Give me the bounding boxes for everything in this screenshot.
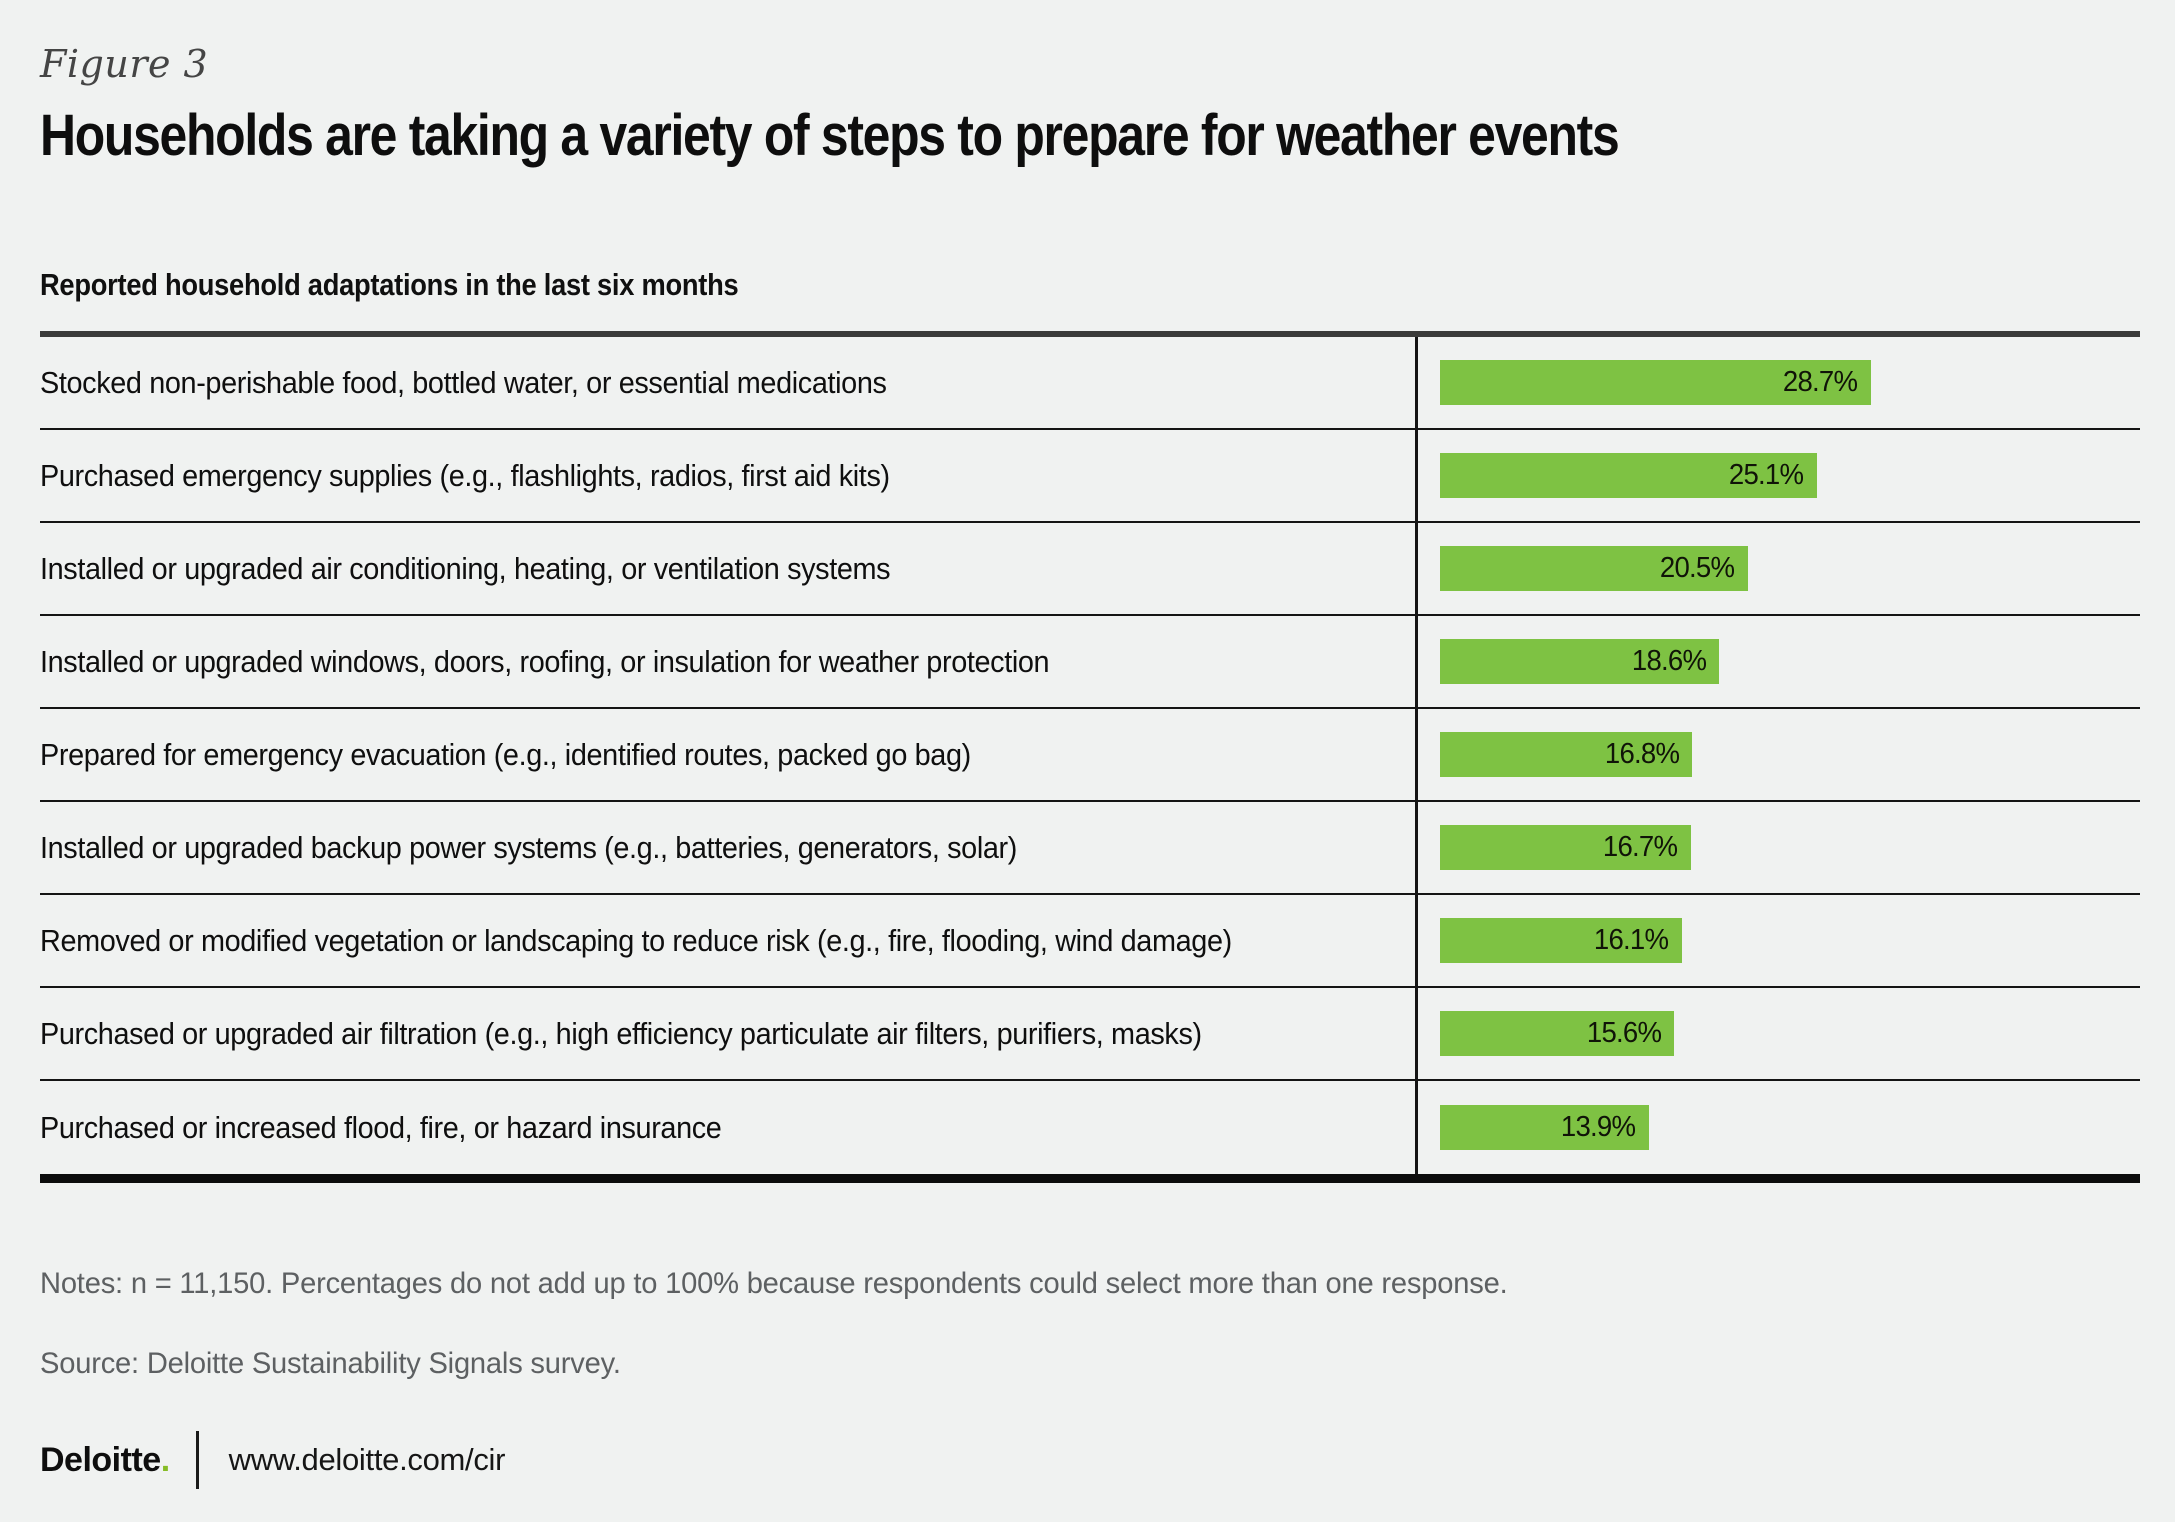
row-label-text: Installed or upgraded windows, doors, ro…: [40, 643, 1050, 679]
bar-cell: 18.6%: [1415, 616, 2140, 707]
adaptations-table: Stocked non-perishable food, bottled wat…: [40, 331, 2140, 1183]
deloitte-logo: Deloitte.: [40, 1440, 170, 1479]
row-label-text: Stocked non-perishable food, bottled wat…: [40, 364, 887, 400]
value-label: 15.6%: [1586, 1017, 1662, 1049]
figure-label: Figure 3: [40, 42, 2140, 86]
footer-divider: [195, 1431, 199, 1489]
source-text: Source: Deloitte Sustainability Signals …: [40, 1347, 621, 1380]
chart-subtitle: Reported household adaptations in the la…: [40, 267, 2140, 303]
notes-text: Notes: n = 11,150. Percentages do not ad…: [40, 1267, 1508, 1300]
bar-cell: 25.1%: [1415, 430, 2140, 521]
row-label: Installed or upgraded windows, doors, ro…: [40, 616, 1415, 707]
deloitte-logo-dot: .: [160, 1440, 170, 1479]
value-label: 16.7%: [1603, 831, 1678, 863]
bar-cell: 15.6%: [1415, 988, 2140, 1079]
row-label: Prepared for emergency evacuation (e.g.,…: [40, 709, 1415, 800]
bar-cell: 20.5%: [1415, 523, 2140, 614]
footer: Deloitte. www.deloitte.com/cir: [40, 1431, 2140, 1489]
row-label-text: Removed or modified vegetation or landsc…: [40, 922, 1232, 958]
bar-cell: 16.8%: [1415, 709, 2140, 800]
bar-cell: 16.1%: [1415, 895, 2140, 986]
value-bar: 28.7%: [1440, 360, 1871, 405]
bar-cell: 13.9%: [1415, 1081, 2140, 1174]
row-label: Stocked non-perishable food, bottled wat…: [40, 337, 1415, 428]
value-label: 18.6%: [1631, 645, 1707, 677]
value-label: 16.1%: [1594, 924, 1669, 956]
row-label: Purchased or increased flood, fire, or h…: [40, 1081, 1415, 1174]
value-label: 25.1%: [1729, 459, 1804, 491]
value-bar: 13.9%: [1440, 1105, 1649, 1150]
row-label-text: Installed or upgraded backup power syste…: [40, 829, 1017, 865]
table-row: Purchased emergency supplies (e.g., flas…: [40, 430, 2140, 523]
row-label-text: Purchased or increased flood, fire, or h…: [40, 1109, 722, 1145]
value-bar: 16.1%: [1440, 918, 1682, 963]
bar-cell: 16.7%: [1415, 802, 2140, 893]
row-label: Purchased emergency supplies (e.g., flas…: [40, 430, 1415, 521]
figure-label-text: Figure 3: [40, 42, 209, 86]
row-label-text: Prepared for emergency evacuation (e.g.,…: [40, 736, 971, 772]
row-label: Purchased or upgraded air filtration (e.…: [40, 988, 1415, 1079]
table-row: Purchased or increased flood, fire, or h…: [40, 1081, 2140, 1174]
bar-cell: 28.7%: [1415, 337, 2140, 428]
table-row: Installed or upgraded air conditioning, …: [40, 523, 2140, 616]
table-row: Purchased or upgraded air filtration (e.…: [40, 988, 2140, 1081]
table-row: Installed or upgraded backup power syste…: [40, 802, 2140, 895]
value-label: 13.9%: [1561, 1111, 1636, 1143]
value-bar: 18.6%: [1440, 639, 1719, 684]
value-bar: 16.7%: [1440, 825, 1691, 870]
value-label: 16.8%: [1604, 738, 1680, 770]
table-row: Prepared for emergency evacuation (e.g.,…: [40, 709, 2140, 802]
value-bar: 16.8%: [1440, 732, 1692, 777]
value-bar: 15.6%: [1440, 1011, 1674, 1056]
row-label: Removed or modified vegetation or landsc…: [40, 895, 1415, 986]
row-label-text: Purchased or upgraded air filtration (e.…: [40, 1015, 1202, 1051]
value-bar: 20.5%: [1440, 546, 1748, 591]
value-label: 20.5%: [1660, 552, 1735, 584]
table-row: Removed or modified vegetation or landsc…: [40, 895, 2140, 988]
value-bar: 25.1%: [1440, 453, 1817, 498]
page-title: Households are taking a variety of steps…: [40, 102, 2140, 169]
page-title-text: Households are taking a variety of steps…: [40, 103, 1620, 168]
row-label-text: Purchased emergency supplies (e.g., flas…: [40, 457, 890, 493]
table-row: Installed or upgraded windows, doors, ro…: [40, 616, 2140, 709]
chart-subtitle-text: Reported household adaptations in the la…: [40, 267, 739, 302]
table-row: Stocked non-perishable food, bottled wat…: [40, 337, 2140, 430]
row-label: Installed or upgraded air conditioning, …: [40, 523, 1415, 614]
footer-url-link[interactable]: www.deloitte.com/cir: [228, 1442, 506, 1477]
value-label: 28.7%: [1783, 366, 1858, 398]
row-label: Installed or upgraded backup power syste…: [40, 802, 1415, 893]
row-label-text: Installed or upgraded air conditioning, …: [40, 550, 891, 586]
